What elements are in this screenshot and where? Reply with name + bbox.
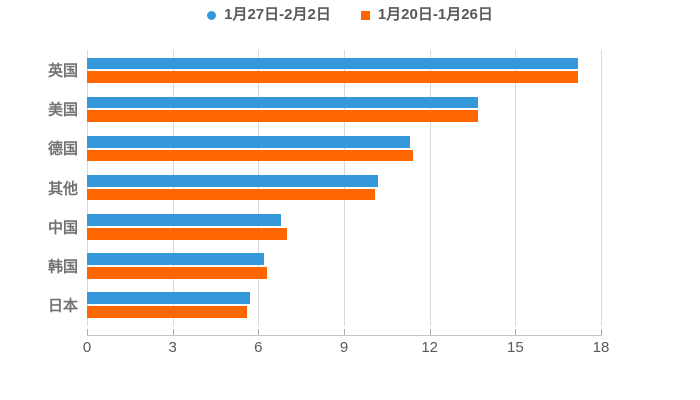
x-axis-tick <box>515 329 517 335</box>
bar-series2-row4 <box>87 188 376 201</box>
bar-series1-row6 <box>87 253 265 266</box>
gridline-x-3 <box>172 50 174 326</box>
x-tick-label: 12 <box>421 339 438 356</box>
legend: 1月27日-2月2日 1月20日-1月26日 <box>0 6 700 24</box>
x-tick-label: 9 <box>339 339 349 356</box>
y-category-label: 美国 <box>47 101 78 119</box>
x-axis-line <box>87 335 602 336</box>
y-category-label: 其他 <box>47 180 78 198</box>
legend-item-2[interactable]: 1月20日-1月26日 <box>360 6 493 24</box>
bar-series2-row2 <box>87 110 479 123</box>
y-category-label: 英国 <box>47 62 78 80</box>
gridline-x-0 <box>87 50 88 326</box>
x-tick-label: 15 <box>506 339 524 356</box>
x-axis-tick <box>87 329 88 335</box>
bar-series2-row1 <box>87 71 579 83</box>
legend-item-label: 1月27日-2月2日 <box>224 6 331 23</box>
x-axis-tick <box>601 329 602 335</box>
bar-series2-row7 <box>87 306 247 318</box>
bar-series1-row4 <box>87 174 379 187</box>
gridline-x-15 <box>515 50 517 326</box>
legend-marker-square-icon <box>360 10 370 20</box>
x-tick-label: 6 <box>254 339 263 356</box>
bar-series1-row1 <box>87 57 579 70</box>
y-category-label: 日本 <box>47 297 78 315</box>
y-category-label: 韩国 <box>47 258 78 276</box>
x-axis-tick <box>429 329 431 335</box>
bar-series1-row5 <box>87 214 282 226</box>
x-axis-tick <box>172 329 174 335</box>
x-tick-label: 3 <box>168 339 177 356</box>
gridline-x-6 <box>258 50 260 326</box>
bar-series2-row6 <box>87 266 267 279</box>
legend-marker-circle-icon <box>207 10 217 20</box>
x-tick-label: 18 <box>592 339 610 356</box>
legend-item-label: 1月20日-1月26日 <box>377 6 493 23</box>
x-axis-tick <box>344 329 345 335</box>
gridline-x-12 <box>429 50 431 326</box>
gridline-x-9 <box>344 50 345 326</box>
x-tick-label: 0 <box>82 339 92 356</box>
x-axis-tick <box>258 329 260 335</box>
bar-series2-row5 <box>87 227 287 240</box>
legend-item-1[interactable]: 1月27日-2月2日 <box>207 6 331 24</box>
gridline-x-18 <box>601 50 602 326</box>
bar-series1-row7 <box>87 292 250 305</box>
bar-series1-row3 <box>87 135 410 148</box>
bar-series2-row3 <box>87 149 413 162</box>
y-category-label: 中国 <box>47 219 78 237</box>
bar-series1-row2 <box>87 96 479 109</box>
y-category-label: 德国 <box>47 140 78 158</box>
